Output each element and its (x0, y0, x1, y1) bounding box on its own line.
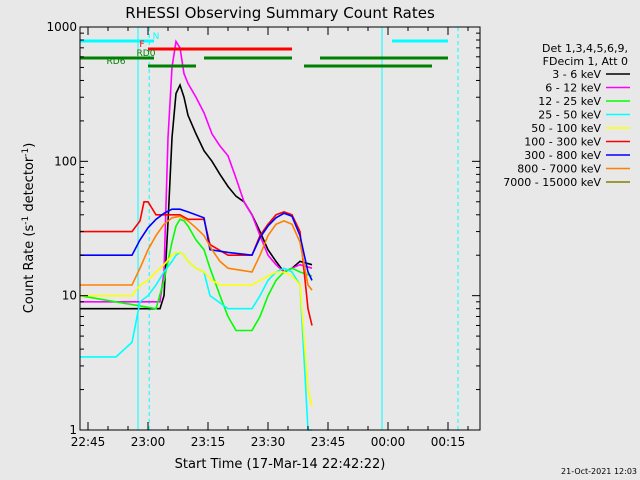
legend-header-0: Det 1,3,4,5,6,9, (542, 42, 628, 55)
y-tick-label: 100 (54, 154, 77, 168)
y-axis-label: Count Rate (s-1 detector-1) (21, 143, 37, 314)
footer-timestamp: 21-Oct-2021 12:03 (561, 467, 637, 476)
series-4-line (80, 251, 313, 407)
legend-label-1: 6 - 12 keV (545, 82, 601, 95)
y-axis-label-end: ) (22, 143, 37, 148)
legend-label-2: 12 - 25 keV (538, 95, 601, 108)
x-tick-label: 23:30 (251, 435, 286, 449)
x-tick-label: 22:45 (71, 435, 106, 449)
state-bar-label-f: F (139, 40, 144, 50)
x-tick-label: 23:15 (191, 435, 226, 449)
legend-label-8: 7000 - 15000 keV (503, 176, 601, 189)
x-tick-label: 23:00 (131, 435, 166, 449)
y-axis-label-sup2: -1 (21, 148, 31, 157)
series-6-line (80, 208, 313, 281)
x-tick-label: 00:00 (371, 435, 406, 449)
y-tick-label: 1 (69, 423, 77, 437)
legend-label-5: 100 - 300 keV (524, 136, 601, 149)
state-bar-label-rd0: RD0 (137, 49, 156, 59)
chart-title: RHESSI Observing Summary Count Rates (125, 4, 435, 22)
y-axis-label-main: Count Rate (s (22, 225, 37, 314)
y-tick-label: 1000 (46, 20, 77, 34)
x-tick-label: 23:45 (311, 435, 346, 449)
series-0-line (80, 82, 313, 310)
state-bar-label-rd6: RD6 (107, 57, 126, 67)
plot-frame (79, 26, 481, 431)
y-axis-label-mid: detector (22, 156, 37, 216)
legend-label-7: 800 - 7000 keV (517, 163, 601, 176)
state-bar-label-n: N (153, 32, 160, 42)
y-axis-label-sup1: -1 (21, 216, 31, 225)
x-tick-label: 00:15 (431, 435, 466, 449)
legend-label-3: 25 - 50 keV (538, 109, 601, 122)
series-1-line (80, 39, 313, 303)
axes: 1 10 100 1000 22:45 23:00 23:15 23:30 23:45 00:00… (46, 20, 481, 449)
series-7-line (80, 215, 313, 291)
legend-label-6: 300 - 800 keV (524, 149, 601, 162)
legend-header-1: FDecim 1, Att 0 (543, 55, 628, 68)
x-axis-label: Start Time (17-Mar-14 22:42:22) (175, 457, 386, 472)
legend-label-4: 50 - 100 keV (531, 122, 601, 135)
legend-label-0: 3 - 6 keV (552, 68, 601, 81)
legend: Det 1,3,4,5,6,9,FDecim 1, Att 03 - 6 keV… (503, 42, 630, 189)
y-tick-label: 10 (62, 289, 77, 303)
